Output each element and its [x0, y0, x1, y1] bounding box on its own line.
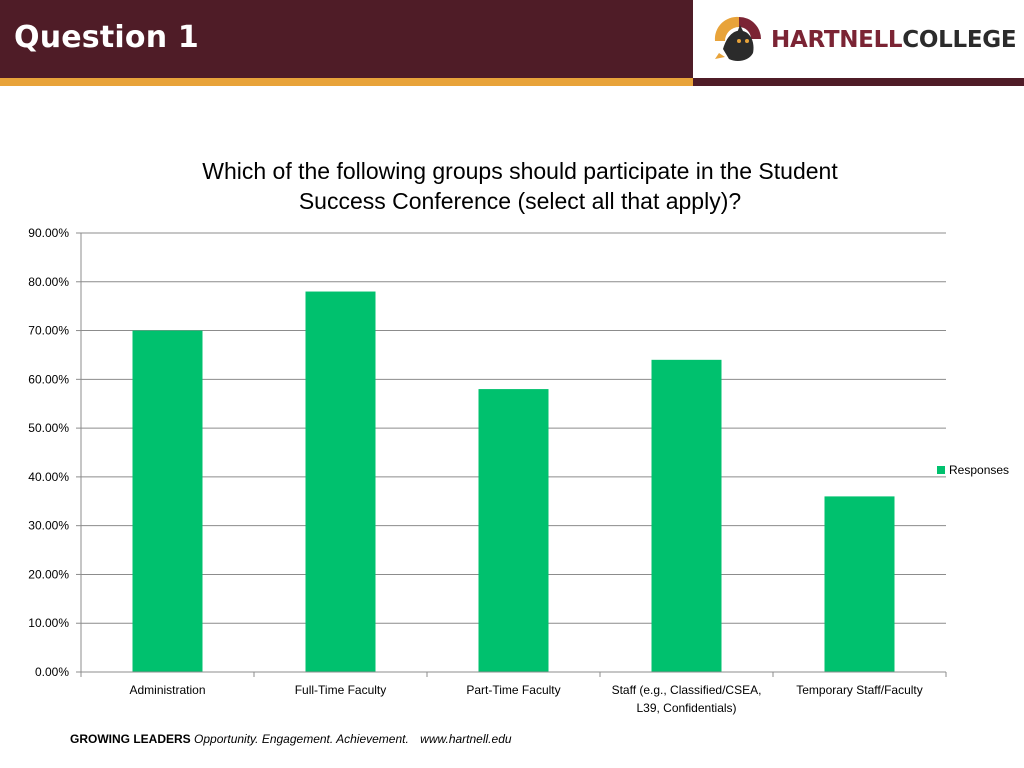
logo-text-college: COLLEGE — [902, 27, 1017, 53]
y-tick-label: 90.00% — [28, 226, 69, 240]
bar — [824, 496, 895, 672]
footer-slogan: GROWING LEADERS — [70, 732, 191, 746]
y-tick-label: 60.00% — [28, 372, 69, 386]
header-bar: Question 1 — [0, 0, 693, 78]
y-tick-label: 30.00% — [28, 519, 69, 533]
chart-title-line: Success Conference (select all that appl… — [298, 188, 742, 214]
y-tick-label: 40.00% — [28, 470, 69, 484]
footer-tagline: Opportunity. Engagement. Achievement. — [194, 732, 409, 746]
page-title: Question 1 — [14, 20, 199, 55]
footer: GROWING LEADERS Opportunity. Engagement.… — [70, 732, 512, 746]
y-tick-label: 50.00% — [28, 421, 69, 435]
chart-title: Which of the following groups should par… — [120, 156, 920, 216]
x-category-label: Part-Time Faculty — [466, 683, 560, 697]
legend: Responses — [937, 463, 1009, 477]
bar — [132, 330, 203, 672]
y-tick-label: 20.00% — [28, 567, 69, 581]
college-logo: HARTNELLCOLLEGE — [693, 0, 1024, 78]
panther-emblem-icon — [714, 16, 761, 61]
x-category-label: Administration — [129, 683, 205, 697]
y-tick-label: 0.00% — [35, 665, 69, 679]
accent-stripe — [0, 78, 693, 86]
bar — [305, 291, 376, 672]
logo-text-hartnell: HARTNELL — [771, 27, 903, 53]
x-category-label: L39, Confidentials) — [636, 701, 736, 715]
legend-swatch — [937, 466, 945, 474]
accent-stripe-right — [693, 78, 1024, 86]
x-category-label: Staff (e.g., Classified/CSEA, — [612, 683, 762, 697]
y-tick-label: 70.00% — [28, 324, 69, 338]
x-category-label: Full-Time Faculty — [295, 683, 387, 697]
y-tick-label: 80.00% — [28, 275, 69, 289]
bar — [478, 389, 549, 672]
bar — [651, 359, 722, 672]
footer-url: www.hartnell.edu — [420, 732, 512, 746]
legend-label: Responses — [949, 463, 1010, 477]
chart-title-line: Which of the following groups should par… — [202, 158, 838, 184]
x-category-label: Temporary Staff/Faculty — [796, 683, 923, 697]
y-tick-label: 10.00% — [28, 616, 69, 630]
